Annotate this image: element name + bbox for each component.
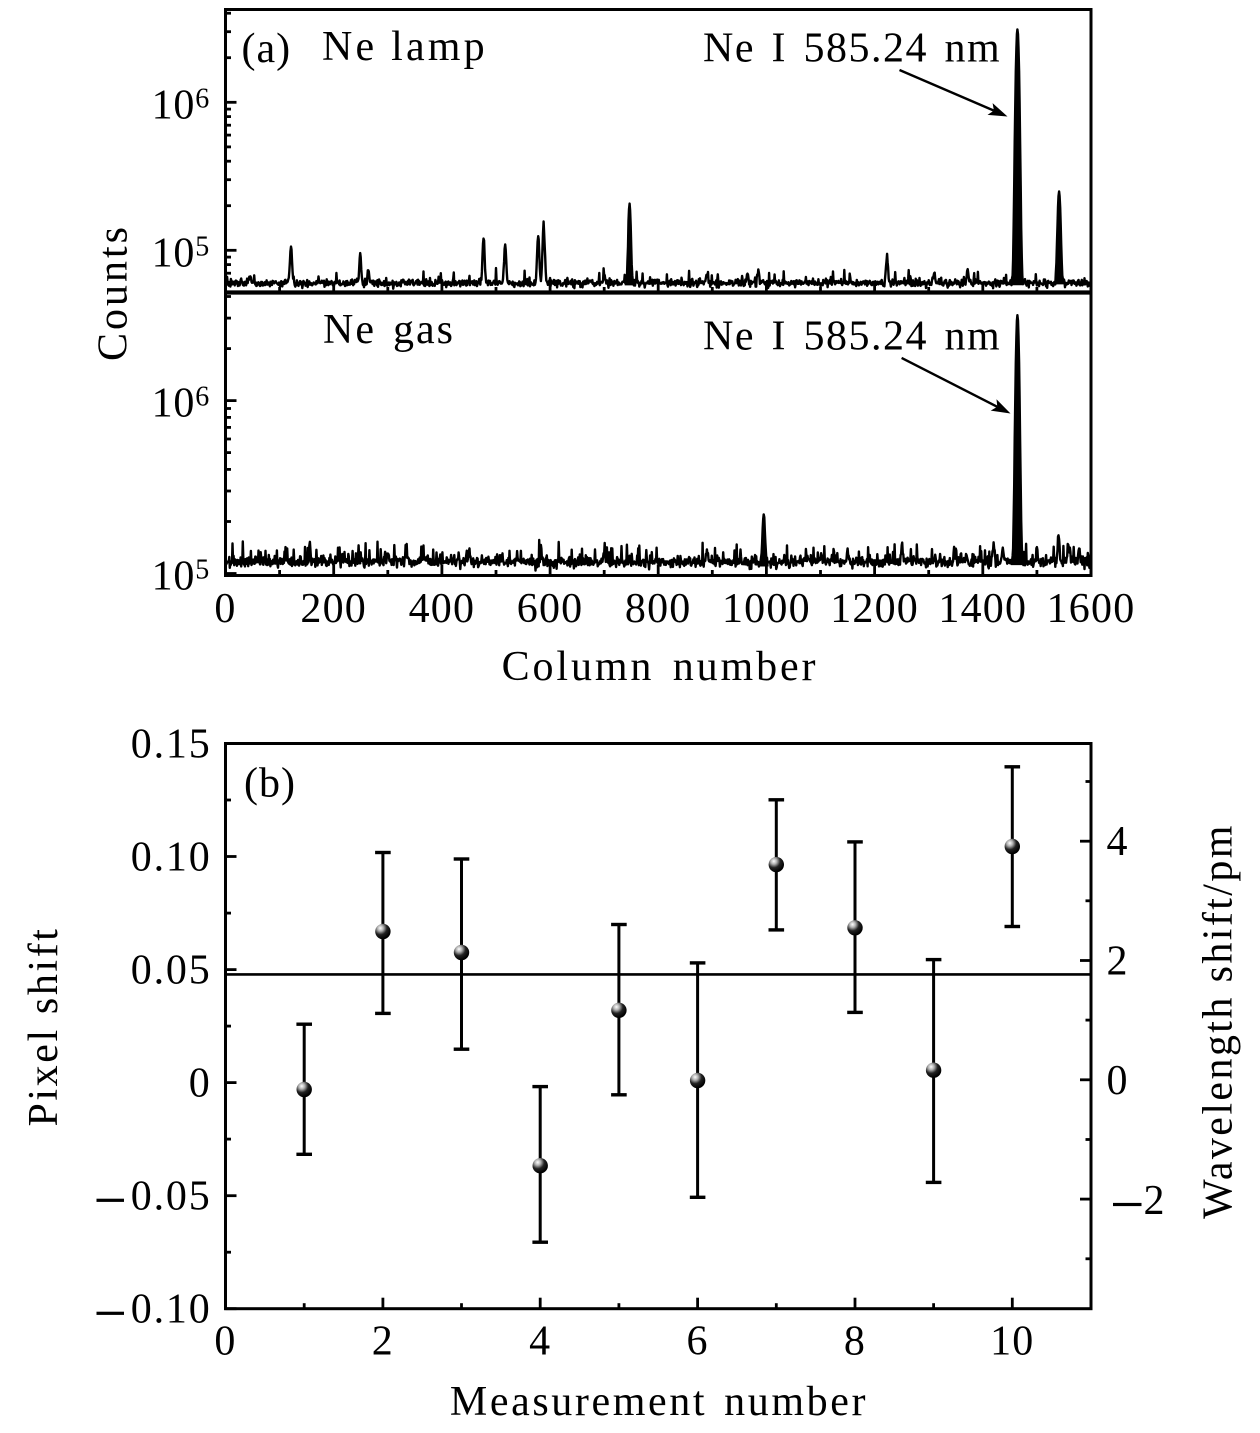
svg-text:0: 0 <box>214 1319 236 1365</box>
svg-text:Counts: Counts <box>91 224 137 361</box>
svg-text:Ne I 585.24 nm: Ne I 585.24 nm <box>703 313 1001 359</box>
svg-text:600: 600 <box>517 586 584 632</box>
svg-text:Measurement number: Measurement number <box>450 1379 868 1425</box>
svg-text:0.10: 0.10 <box>131 1287 212 1333</box>
svg-text:800: 800 <box>625 586 692 632</box>
svg-text:2: 2 <box>1107 939 1129 985</box>
svg-text:0: 0 <box>189 1061 212 1107</box>
svg-text:10: 10 <box>990 1319 1034 1365</box>
svg-text:0.10: 0.10 <box>131 835 212 881</box>
svg-text:1000: 1000 <box>722 586 811 632</box>
svg-text:1200: 1200 <box>830 586 919 632</box>
svg-text:Ne I 585.24 nm: Ne I 585.24 nm <box>703 26 1001 72</box>
svg-text:Ne gas: Ne gas <box>323 307 455 353</box>
svg-text:6: 6 <box>686 1319 708 1365</box>
svg-text:4: 4 <box>1107 819 1129 865</box>
svg-text:Pixel shift: Pixel shift <box>21 926 67 1126</box>
svg-text:200: 200 <box>300 586 367 632</box>
svg-text:4: 4 <box>529 1319 551 1365</box>
svg-text:1400: 1400 <box>938 586 1027 632</box>
svg-text:0: 0 <box>214 586 236 632</box>
svg-text:2: 2 <box>1144 1178 1166 1224</box>
svg-text:(b): (b) <box>244 761 296 807</box>
svg-text:0.05: 0.05 <box>131 948 212 994</box>
svg-text:0.15: 0.15 <box>131 722 212 768</box>
svg-text:400: 400 <box>409 586 476 632</box>
svg-text:8: 8 <box>844 1319 866 1365</box>
svg-text:Wavelength shift/pm: Wavelength shift/pm <box>1196 823 1242 1219</box>
svg-text:Ne lamp: Ne lamp <box>322 24 488 70</box>
svg-text:(a): (a) <box>242 26 292 72</box>
svg-text:2: 2 <box>372 1319 394 1365</box>
svg-text:1600: 1600 <box>1047 586 1136 632</box>
svg-text:0.05: 0.05 <box>131 1174 212 1220</box>
svg-text:Column number: Column number <box>502 644 819 690</box>
svg-text:0: 0 <box>1107 1058 1129 1104</box>
